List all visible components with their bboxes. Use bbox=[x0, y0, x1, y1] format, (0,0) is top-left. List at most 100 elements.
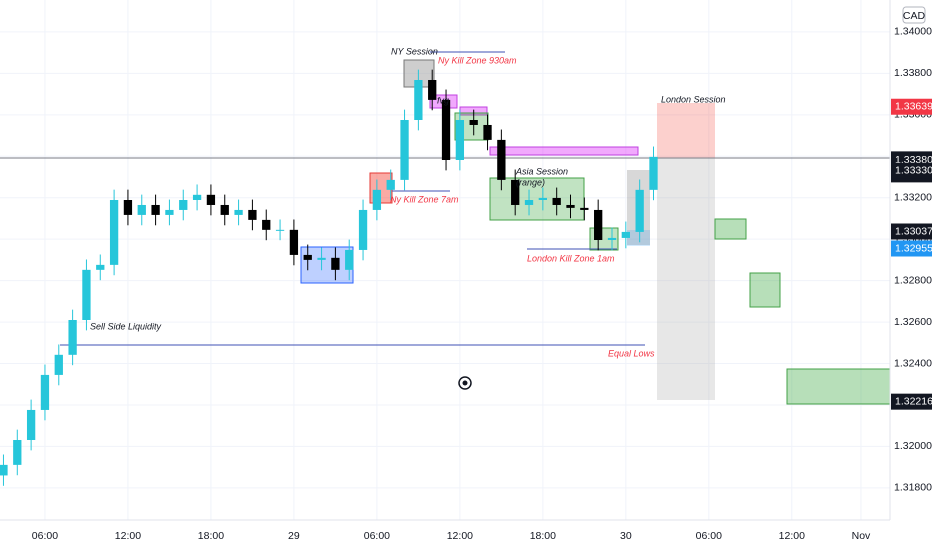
grid bbox=[0, 0, 890, 520]
candle-body bbox=[165, 209, 174, 215]
candle-body bbox=[455, 120, 465, 160]
eye-icon-dot bbox=[462, 380, 468, 386]
price-axis-bg bbox=[890, 0, 932, 550]
candle-body bbox=[82, 269, 91, 320]
y-tick-label: 1.33200 bbox=[894, 192, 932, 204]
candle-body bbox=[234, 209, 243, 215]
candle-body bbox=[137, 204, 146, 215]
candle-body bbox=[400, 120, 409, 180]
candle-body bbox=[109, 200, 119, 265]
y-tick-label: 1.32400 bbox=[894, 357, 932, 369]
candle-body bbox=[13, 440, 22, 465]
price-tag-label: 1.33330 bbox=[895, 165, 932, 177]
x-tick-label: 12:00 bbox=[115, 530, 141, 542]
x-tick-label: 18:00 bbox=[198, 530, 224, 542]
candle-body bbox=[317, 257, 326, 260]
annotation: Ny Kill Zone 930am bbox=[438, 55, 517, 65]
target-box bbox=[749, 272, 781, 308]
candle-body bbox=[40, 374, 50, 410]
candle-body bbox=[151, 204, 160, 215]
candle-body bbox=[358, 209, 368, 250]
price-tag bbox=[891, 393, 932, 410]
price-tag-label: 1.33037 bbox=[895, 225, 932, 237]
annotation: Asia Session bbox=[515, 166, 568, 176]
candle-body bbox=[220, 204, 229, 215]
candle-body bbox=[428, 80, 437, 100]
y-tick-label: 1.32600 bbox=[894, 316, 932, 328]
x-tick-label: 06:00 bbox=[364, 530, 390, 542]
x-tick-label: 18:00 bbox=[530, 530, 556, 542]
candle-body bbox=[26, 409, 36, 440]
projection-box bbox=[657, 158, 715, 400]
candle-body bbox=[68, 320, 77, 355]
x-tick-label: 06:00 bbox=[32, 530, 58, 542]
eye-icon[interactable] bbox=[458, 376, 472, 390]
annotation: NY Session bbox=[391, 46, 438, 56]
candle-body bbox=[331, 257, 340, 270]
blue-box bbox=[300, 246, 354, 284]
candle-body bbox=[469, 120, 478, 125]
annotation: (range) bbox=[516, 177, 545, 187]
annotation: London Kill Zone 1am bbox=[527, 253, 615, 263]
candle-body bbox=[289, 229, 299, 255]
candle-body bbox=[649, 156, 658, 190]
price-tag bbox=[891, 162, 932, 179]
candle-body bbox=[54, 354, 63, 375]
candle-body bbox=[511, 179, 520, 205]
candle-body bbox=[580, 207, 589, 210]
candle-body bbox=[386, 179, 395, 190]
candle-body bbox=[179, 200, 188, 210]
x-tick-label: 06:00 bbox=[696, 530, 722, 542]
candle-body bbox=[303, 254, 312, 260]
target-box bbox=[714, 218, 747, 240]
target-box bbox=[786, 368, 891, 405]
candle-body bbox=[621, 231, 630, 238]
candle-body bbox=[275, 229, 285, 231]
candle-body bbox=[123, 200, 133, 215]
x-tick-label: Nov bbox=[852, 530, 871, 542]
candles bbox=[0, 69, 658, 486]
price-tag-label: 1.33639 bbox=[895, 101, 932, 113]
price-tag bbox=[891, 223, 932, 240]
candle-body bbox=[524, 200, 534, 205]
annotation: London Session bbox=[661, 94, 726, 104]
x-tick-label: 12:00 bbox=[779, 530, 805, 542]
fvg-box bbox=[489, 146, 639, 156]
candle-body bbox=[262, 219, 271, 230]
asia-box bbox=[489, 177, 585, 221]
candle-body bbox=[441, 99, 451, 160]
candle-body bbox=[497, 139, 506, 180]
candle-body bbox=[414, 80, 423, 120]
x-tick-label: 12:00 bbox=[447, 530, 473, 542]
x-tick-label: 30 bbox=[620, 530, 632, 542]
currency: CAD bbox=[903, 10, 926, 22]
candle-body bbox=[607, 237, 617, 240]
candle-body bbox=[538, 197, 548, 200]
x-tick-label: 29 bbox=[288, 530, 300, 542]
position-box bbox=[627, 230, 650, 246]
price-tag bbox=[891, 98, 932, 115]
currency-button[interactable] bbox=[902, 6, 926, 24]
y-tick-label: 1.33800 bbox=[894, 67, 932, 79]
y-tick-label: 1.31800 bbox=[894, 482, 932, 494]
candle-body bbox=[96, 264, 105, 270]
y-tick-label: 1.32800 bbox=[894, 274, 932, 286]
candle-body bbox=[345, 249, 354, 270]
candle-body bbox=[248, 209, 257, 220]
price-tag bbox=[891, 240, 932, 257]
candle-body bbox=[566, 204, 575, 208]
axes: 1.340001.338001.336001.334001.332001.330… bbox=[32, 26, 932, 542]
annotation: fvg bbox=[437, 95, 449, 105]
y-tick-label: 1.34000 bbox=[894, 26, 932, 38]
candle-body bbox=[372, 189, 382, 210]
annotation-texts: NY Session Ny Kill Zone 930am fvg London… bbox=[90, 46, 726, 358]
candle-body bbox=[192, 194, 202, 200]
price-tag-label: 1.32216 bbox=[895, 395, 932, 407]
annotation: Ny Kill Zone 7am bbox=[390, 194, 459, 204]
candle-body bbox=[552, 197, 561, 205]
candle-body bbox=[635, 189, 644, 232]
price-tag-label: 1.32955 bbox=[895, 242, 932, 254]
annotation: Equal Lows bbox=[608, 348, 655, 358]
